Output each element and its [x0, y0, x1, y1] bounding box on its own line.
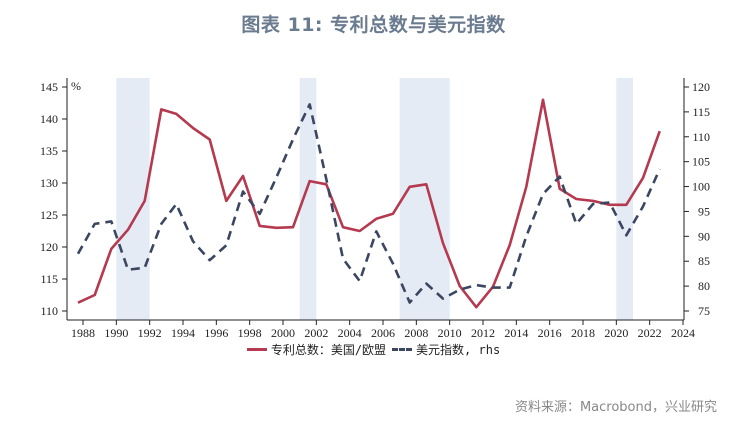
legend-item-patent: 专利总数：美国/欧盟 [246, 341, 387, 358]
left-tick-label: 120 [40, 240, 58, 254]
left-tick-label: 140 [40, 112, 58, 126]
legend-item-usd: 美元指数, rhs [392, 341, 500, 358]
x-tick-label: 2002 [304, 326, 328, 340]
x-tick-label: 2016 [538, 326, 562, 340]
left-tick-label: 130 [40, 176, 58, 190]
y-unit-label: % [71, 79, 81, 93]
legend-label-patent: 专利总数：美国/欧盟 [270, 343, 387, 357]
right-tick-label: 105 [692, 155, 710, 169]
left-tick-label: 145 [40, 80, 58, 94]
x-tick-label: 2022 [638, 326, 662, 340]
right-tick-label: 75 [698, 304, 710, 318]
x-tick-label: 2004 [338, 326, 362, 340]
left-tick-label: 115 [40, 272, 58, 286]
right-tick-label: 100 [692, 180, 710, 194]
chart-title: 图表 11: 专利总数与美元指数 [241, 14, 506, 36]
right-tick-label: 120 [692, 80, 710, 94]
chart-legend: 专利总数：美国/欧盟 美元指数, rhs [0, 341, 747, 358]
usd-index-line [76, 103, 661, 304]
recession-shade [399, 78, 450, 320]
recession-shade [616, 78, 633, 320]
solid-line-swatch-icon [246, 348, 267, 351]
right-tick-label: 90 [698, 229, 710, 243]
x-tick-label: 1988 [71, 326, 95, 340]
legend-label-usd: 美元指数, rhs [416, 343, 501, 357]
line-chart: 110 115 120 125 130 135 140 145 75 80 85 90 95 100 105… [40, 78, 710, 340]
x-tick-label: 2006 [371, 326, 395, 340]
x-tick-label: 2000 [271, 326, 295, 340]
x-tick-label: 2014 [504, 326, 528, 340]
x-tick-label: 1998 [238, 326, 262, 340]
x-tick-label: 2018 [571, 326, 595, 340]
x-tick-label: 1990 [104, 326, 128, 340]
x-tick-label: 2020 [604, 326, 628, 340]
right-tick-label: 115 [692, 105, 710, 119]
x-tick-label: 1996 [204, 326, 228, 340]
left-tick-label: 125 [40, 208, 58, 222]
right-tick-label: 110 [692, 130, 710, 144]
x-tick-label: 2008 [404, 326, 428, 340]
dashed-line-swatch-icon [392, 348, 413, 351]
x-tick-label: 2024 [671, 326, 695, 340]
right-tick-label: 80 [698, 279, 710, 293]
x-tick-label: 1992 [138, 326, 162, 340]
left-tick-label: 135 [40, 144, 58, 158]
x-tick-label: 2010 [438, 326, 462, 340]
right-tick-label: 85 [698, 254, 710, 268]
recession-shade [299, 78, 317, 320]
right-tick-label: 95 [698, 204, 710, 218]
source-note: 资料来源：Macrobond，兴业研究 [514, 400, 717, 415]
patent-total-line [77, 98, 661, 309]
x-tick-label: 1994 [171, 326, 195, 340]
left-tick-label: 110 [40, 304, 58, 318]
x-tick-label: 2012 [471, 326, 495, 340]
